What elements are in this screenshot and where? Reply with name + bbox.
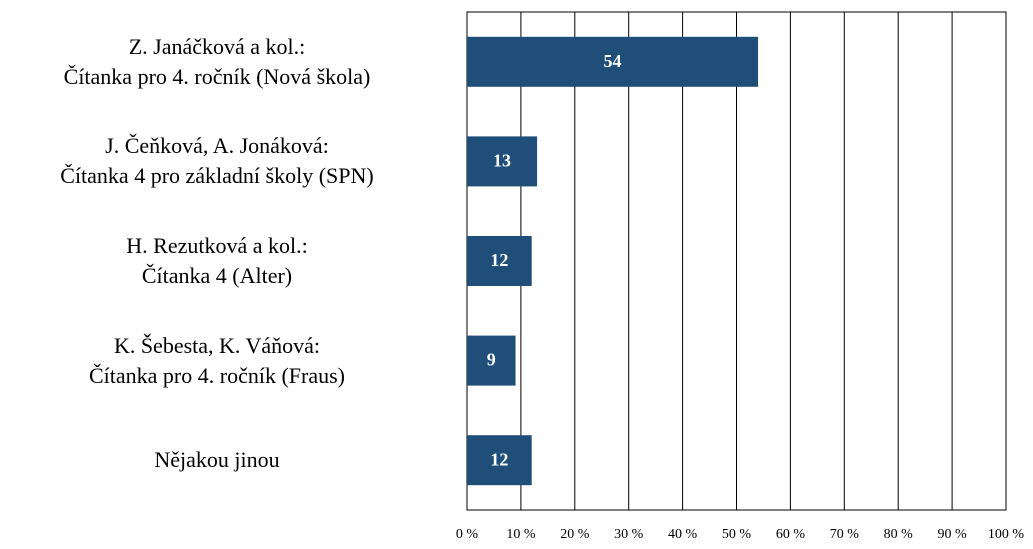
x-tick-label: 80 % xyxy=(884,527,914,542)
x-tick-label: 0 % xyxy=(456,527,479,542)
y-tick-label: J. Čeňková, A. Jonáková: Čítanka 4 pro z… xyxy=(60,133,374,189)
x-tick-label: 90 % xyxy=(938,527,968,542)
x-tick-label: 30 % xyxy=(614,527,644,542)
bar xyxy=(467,236,532,286)
y-tick-label: H. Rezutková a kol.: Čítanka 4 (Alter) xyxy=(126,233,308,288)
y-tick-label: Z. Janáčková a kol.: Čítanka pro 4. ročn… xyxy=(63,33,371,89)
bar-label: 9 xyxy=(487,350,496,370)
bar-label: 13 xyxy=(493,151,511,171)
bar-label: 12 xyxy=(490,250,508,270)
bar-label: 12 xyxy=(490,449,508,469)
x-tick-label: 50 % xyxy=(722,527,752,542)
bar xyxy=(467,136,538,187)
x-tick-label: 20 % xyxy=(560,527,590,542)
bar xyxy=(467,435,532,486)
bar-label: 54 xyxy=(604,51,622,71)
x-tick-label: 10 % xyxy=(506,527,536,542)
x-tick-label: 70 % xyxy=(830,527,860,542)
y-tick-label: Nějakou jinou xyxy=(154,447,280,473)
bar xyxy=(467,335,516,386)
y-tick-label: K. Šebesta, K. Váňová: Čítanka pro 4. ro… xyxy=(89,332,345,388)
x-tick-label: 60 % xyxy=(776,527,806,542)
bar xyxy=(467,36,759,87)
x-tick-label: 40 % xyxy=(668,527,698,542)
x-tick-label: 100 % xyxy=(988,527,1025,542)
